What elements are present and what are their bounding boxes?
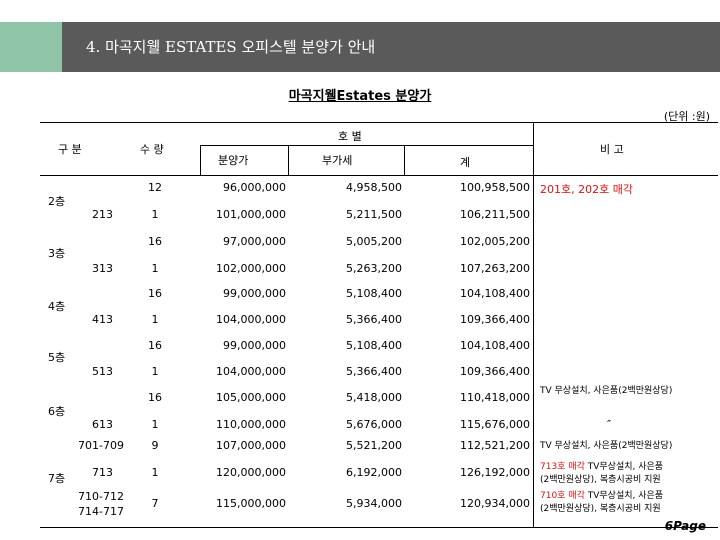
header-accent: [0, 22, 62, 72]
remark-note: ″: [607, 418, 612, 431]
header-quantity: 수 량: [140, 143, 164, 156]
table-bottom-line: [40, 527, 718, 528]
remark-note: TV 무상설치, 사은품(2백만원상당): [540, 386, 673, 396]
floor-label: 3층: [48, 247, 66, 260]
remark-note: 713호 매각 TV무상설치, 사은품 (2백만원상당), 복층시공비 지원: [540, 462, 664, 485]
floor-label: 4층: [48, 300, 66, 313]
document-title-text: 마곡지웰Estates 분양가: [288, 89, 432, 104]
remark-note: 201호, 202호 매각: [540, 183, 633, 196]
header-sale-price: 분양가: [218, 154, 249, 167]
table-top-line: [40, 122, 718, 123]
unit-label: (단위 :원): [663, 110, 710, 123]
header-gubun: 구 분: [58, 143, 82, 156]
document-title: 마곡지웰Estates 분양가: [0, 85, 720, 104]
floor-label: 7층: [48, 472, 66, 485]
floor-label: 5층: [48, 351, 66, 364]
header-per-unit: 호 별: [338, 130, 362, 143]
page-number: 6Page: [664, 519, 706, 533]
header-remarks: 비 고: [600, 143, 624, 156]
floor-label: 2층: [48, 195, 66, 208]
header-bar: [0, 22, 720, 72]
header-vat: 부가세: [322, 154, 353, 167]
header-bottom-line: [40, 175, 718, 176]
header-total: 계: [460, 156, 471, 169]
remark-note: 710호 매각 TV무상설치, 사은품 (2백만원상당), 복층시공비 지원: [540, 491, 664, 514]
floor-label: 6층: [48, 405, 66, 418]
remark-note: TV 무상설치, 사은품(2백만원상당): [540, 441, 673, 451]
section-title: 4. 마곡지웰 ESTATES 오피스텔 분양가 안내: [86, 38, 376, 56]
